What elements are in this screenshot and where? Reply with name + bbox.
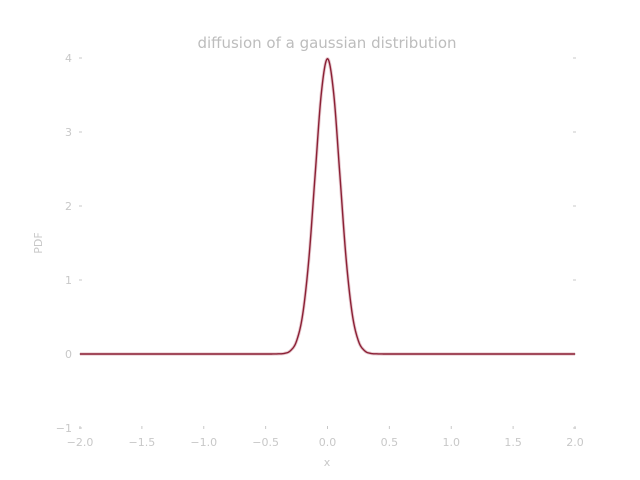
x-tick-label: 0.5 [381,436,399,449]
y-tick-label: 0 [65,348,72,361]
x-tick-label: −1.0 [190,436,217,449]
x-axis-label: x [324,456,331,469]
y-tick-label: 2 [65,200,72,213]
series-line [80,58,575,355]
x-tick-label: 0.0 [319,436,337,449]
x-axis: −2.0 −1.5 −1.0 −0.5 0.0 0.5 1.0 1.5 2.0 [67,426,584,449]
x-tick-label: −1.5 [129,436,156,449]
series-layer [80,57,575,356]
series-line-halo [80,57,575,356]
x-tick-label: 1.5 [504,436,522,449]
y-axis-label: PDF [32,232,45,253]
y-tick-label: 3 [65,126,72,139]
y-axis: −1 0 1 2 3 4 [56,52,576,435]
x-tick-label: 1.0 [443,436,461,449]
y-tick-label: −1 [56,422,72,435]
x-tick-label: −0.5 [252,436,279,449]
chart-title: diffusion of a gaussian distribution [197,34,456,52]
y-tick-label: 4 [65,52,72,65]
x-tick-label: 2.0 [566,436,584,449]
x-tick-label: −2.0 [67,436,94,449]
y-tick-label: 1 [65,274,72,287]
